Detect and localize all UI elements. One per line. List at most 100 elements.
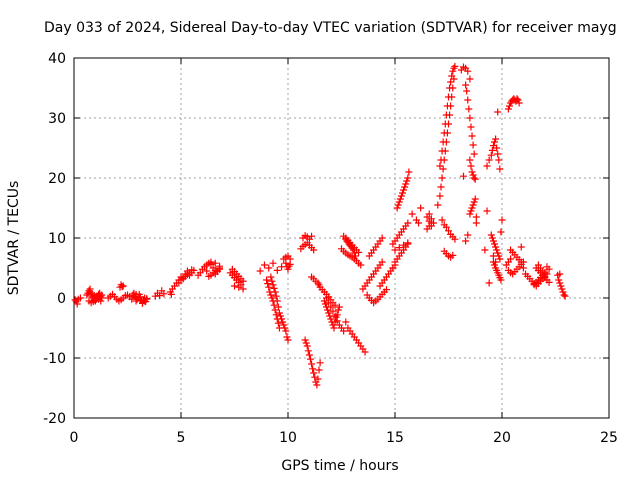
data-point [471,195,479,203]
x-tick-label: 15 [386,430,404,446]
data-point [489,237,497,245]
data-point [464,96,472,104]
data-point [304,347,312,355]
data-point [143,295,151,303]
data-point [265,283,273,291]
y-tick-label: 10 [48,231,66,247]
data-point [483,207,491,215]
data-point [327,303,335,311]
data-point [466,114,474,122]
data-point [541,270,549,278]
data-point [462,81,470,89]
data-point [494,108,502,116]
y-tick-label: 40 [48,51,66,67]
data-point [273,266,281,274]
data-point [335,303,343,311]
data-point [436,162,444,170]
data-point [265,264,273,272]
data-point [269,281,277,289]
data-point [408,210,416,218]
data-point [239,277,247,285]
data-point [556,270,564,278]
data-point [311,373,319,381]
data-points-layer [71,62,569,389]
data-point [446,111,454,119]
data-point [472,213,480,221]
data-point [156,292,164,300]
data-point [483,162,491,170]
x-tick-label: 0 [70,430,79,446]
data-point [447,102,455,110]
data-point [451,62,459,70]
data-point [361,348,369,356]
data-point [334,306,342,314]
data-point [160,290,168,298]
data-point [309,365,317,373]
data-point [382,286,390,294]
data-point [325,309,333,317]
data-point [555,276,563,284]
data-point [558,285,566,293]
data-point [513,95,521,103]
data-point [445,120,452,128]
data-point [278,315,286,323]
data-point [507,255,515,263]
x-tick-label: 20 [493,430,511,446]
data-point [275,309,283,317]
data-point [464,231,472,239]
data-point [469,201,477,209]
data-point [468,132,476,140]
data-point [467,162,475,170]
data-point [239,285,247,293]
data-point [310,246,318,254]
data-point [263,276,271,284]
y-tick-label: -10 [43,351,66,367]
chart-title: Day 033 of 2024, Sidereal Day-to-day VTE… [44,20,617,36]
data-point [494,150,502,158]
data-point [443,129,451,137]
data-point [397,192,405,200]
data-point [467,207,475,215]
data-point [464,67,472,75]
data-point [271,306,279,314]
data-point [470,150,478,158]
data-point [342,318,350,326]
data-point [97,297,105,305]
data-point [434,201,442,209]
data-point [357,261,365,269]
data-point [492,135,500,143]
x-tick-label: 25 [600,430,618,446]
data-point [349,246,357,254]
data-point [557,282,565,290]
data-point [415,219,423,227]
data-point [442,223,450,231]
data-point [438,174,446,182]
data-point [264,280,272,288]
data-point [314,375,322,383]
data-point [393,204,401,212]
data-point [404,239,412,247]
data-point [350,249,358,257]
data-point [468,168,476,176]
data-point [267,273,275,281]
data-point [76,294,84,302]
data-point [497,228,505,236]
data-point [487,151,495,159]
data-point [330,324,338,332]
data-point [517,243,525,251]
data-point [488,234,496,242]
data-point [268,294,276,302]
x-axis-label: GPS time / hours [281,458,398,474]
data-point [440,156,448,164]
data-point [449,67,457,75]
data-point [442,138,450,146]
data-point [487,231,495,239]
data-point [167,290,175,298]
data-point [325,299,333,307]
y-axis-label: SDTVAR / TECUs [6,181,22,296]
data-point [438,216,446,224]
data-point [196,269,204,277]
data-point [492,258,500,266]
data-point [403,177,411,185]
